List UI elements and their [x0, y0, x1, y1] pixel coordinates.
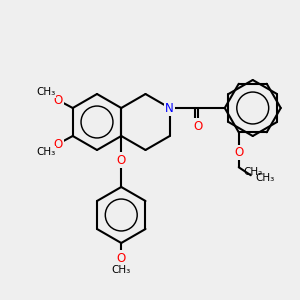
- Text: CH₂: CH₂: [244, 167, 263, 177]
- Text: CH₃: CH₃: [36, 147, 56, 157]
- Text: CH₃: CH₃: [256, 173, 275, 183]
- Text: CH₃: CH₃: [36, 87, 56, 97]
- Text: O: O: [53, 94, 62, 106]
- Text: O: O: [53, 137, 62, 151]
- Text: CH₃: CH₃: [112, 265, 131, 275]
- Text: N: N: [165, 101, 174, 115]
- Text: O: O: [234, 146, 243, 159]
- Text: O: O: [117, 154, 126, 166]
- Text: O: O: [117, 251, 126, 265]
- Text: O: O: [193, 119, 203, 133]
